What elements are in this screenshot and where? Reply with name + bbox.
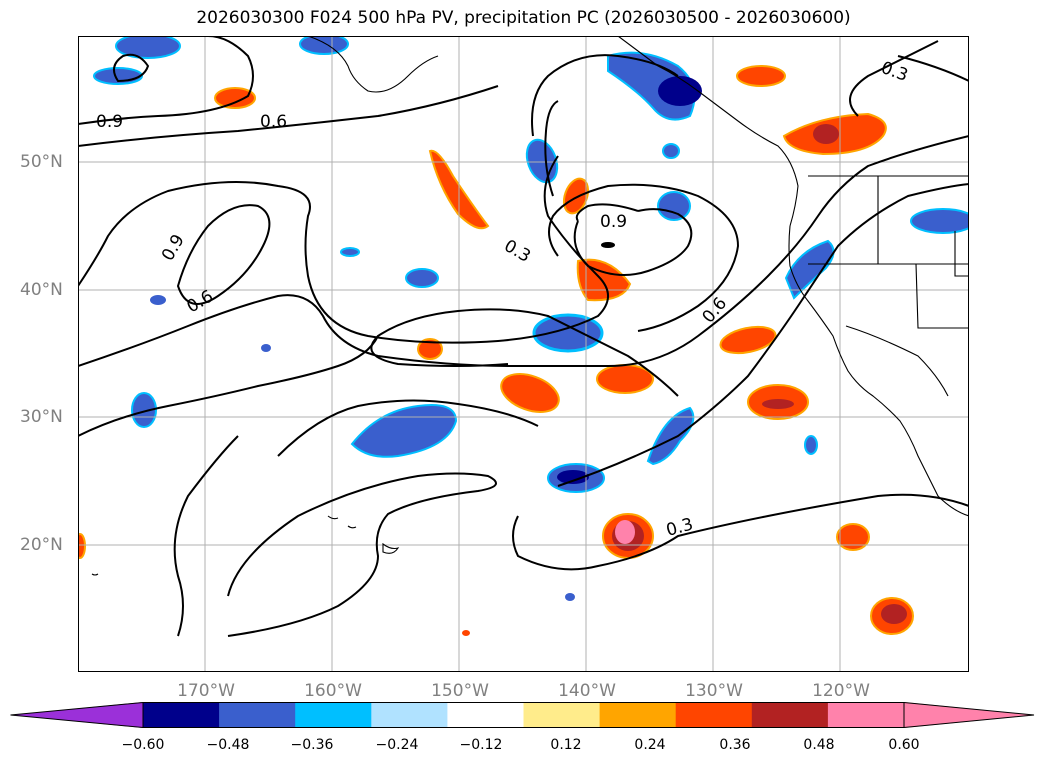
lon-label-120w: 120°W [812,681,870,701]
colorbar-bin [295,702,372,728]
colorbar-extend-max [904,702,1034,728]
pv-contours [78,36,969,637]
colorbar-bin [599,702,677,728]
colorbar-tick-label: 0.60 [888,737,920,753]
colorbar-bin [219,702,296,728]
colorbar-bin [827,702,905,728]
lon-label-150w: 150°W [431,681,489,701]
colorbar-tick-label: −0.12 [459,737,503,753]
colorbar [10,702,1035,728]
lat-label-40n: 40°N [20,280,63,300]
colorbar-bin [371,702,448,728]
colorbar-tick-label: 0.24 [634,737,666,753]
map-title: 2026030300 F024 500 hPa PV, precipitatio… [196,8,851,28]
contour-label: 0.9 [600,212,627,232]
colorbar-bin [751,702,829,728]
colorbar-bin [447,702,524,728]
colorbar-tick-label: 0.48 [803,737,835,753]
lon-label-140w: 140°W [558,681,616,701]
colorbar-tick-label: 0.36 [719,737,751,753]
lat-label-50n: 50°N [20,152,63,172]
colorbar-bin [675,702,753,728]
colorbar-tick-label: −0.48 [206,737,250,753]
colorbar-tick-label: −0.60 [121,737,165,753]
colorbar-tick-label: 0.12 [550,737,582,753]
lat-label-20n: 20°N [20,535,63,555]
contour-label: 0.9 [96,112,123,132]
colorbar-bin [143,702,220,728]
lon-label-160w: 160°W [304,681,362,701]
lon-label-170w: 170°W [177,681,235,701]
colorbar-tick-label: −0.36 [290,737,334,753]
contour-label: 0.6 [260,112,287,132]
lon-label-130w: 130°W [685,681,743,701]
colorbar-bin [523,702,601,728]
colorbar-tick-label: −0.24 [375,737,419,753]
colorbar-extend-min [10,702,143,728]
precip-shading [78,36,969,636]
map-panel: 0.9 0.6 0.3 0.9 0.9 0.6 0.6 0.3 0.3 [78,36,969,672]
lat-label-30n: 30°N [20,407,63,427]
